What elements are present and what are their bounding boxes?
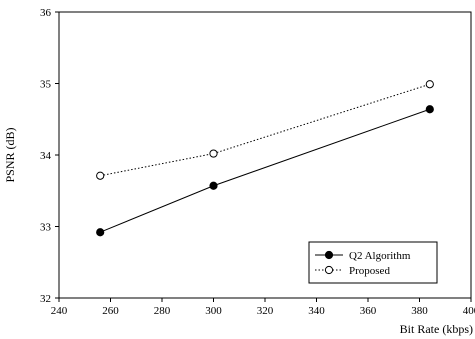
legend-label-q2-algorithm: Q2 Algorithm [349, 250, 411, 262]
x-tick-label: 320 [257, 305, 274, 317]
y-tick-label: 34 [40, 150, 52, 162]
y-tick-label: 33 [40, 222, 52, 234]
y-axis: 32 33 34 35 36 [40, 7, 59, 305]
x-tick-label: 360 [360, 305, 377, 317]
x-tick-label: 240 [51, 305, 68, 317]
y-tick-label: 35 [40, 79, 52, 91]
x-tick-label: 280 [154, 305, 171, 317]
data-point-proposed [209, 149, 218, 158]
legend-box [308, 241, 438, 284]
x-axis: 240 260 280 300 320 340 360 380 400 [51, 298, 475, 317]
x-axis-label: Bit Rate (kbps) [400, 322, 473, 336]
data-point-q2-algorithm [425, 105, 434, 114]
series-line-proposed [100, 83, 430, 177]
x-tick-label: 260 [102, 305, 119, 317]
legend-marker-proposed [324, 265, 334, 275]
data-point-q2-algorithm [209, 181, 218, 190]
plot-frame [58, 11, 472, 299]
y-tick-label: 32 [40, 293, 51, 305]
data-point-proposed [425, 80, 434, 89]
x-tick-label: 340 [308, 305, 325, 317]
series-layer [96, 80, 434, 237]
y-tick-label: 36 [40, 7, 52, 19]
legend: Q2 Algorithm Proposed [308, 241, 438, 284]
legend-marker-q2-algorithm [324, 250, 334, 260]
x-tick-label: 400 [463, 305, 475, 317]
data-point-proposed [96, 171, 105, 180]
legend-label-proposed: Proposed [349, 265, 390, 277]
data-point-q2-algorithm [96, 228, 105, 237]
x-tick-label: 380 [411, 305, 428, 317]
series-line-q2-algorithm [100, 108, 430, 233]
x-tick-label: 300 [205, 305, 222, 317]
y-axis-label: PSNR (dB) [3, 127, 17, 182]
